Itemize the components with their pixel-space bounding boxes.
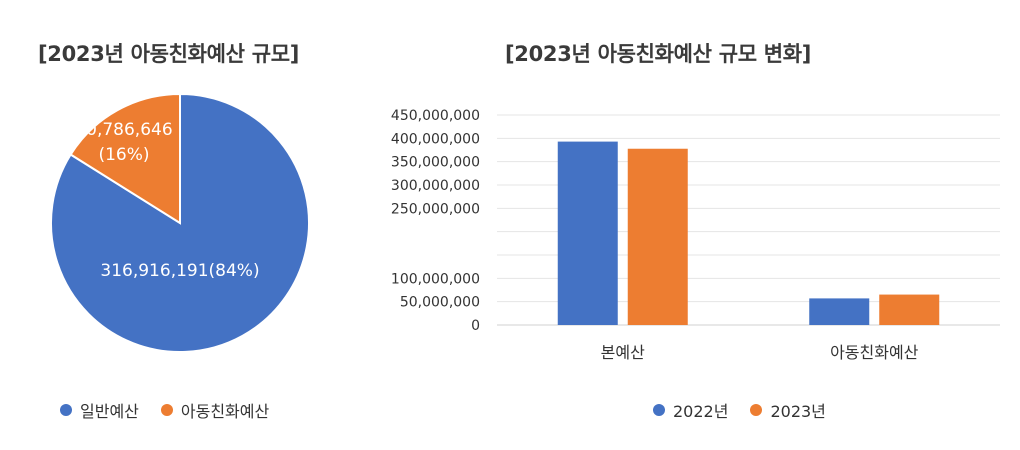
y-tick-label: 400,000,000 <box>391 131 480 147</box>
bar-2023-main-budget <box>627 148 688 325</box>
legend-swatch-orange <box>160 404 173 416</box>
pie-legend-item-child-friendly: 아동친화예산 <box>160 398 270 422</box>
pie-legend: 일반예산 아동친화예산 <box>60 398 269 422</box>
bar-chart-title: [2023년 아동친화예산 규모 변화] <box>505 42 812 66</box>
pie-data-label-child-friendly-percent: (16%) <box>98 145 149 165</box>
x-category-label: 본예산 <box>601 343 645 362</box>
bar-legend-label-2022: 2022년 <box>673 402 729 421</box>
y-tick-label: 50,000,000 <box>400 295 480 311</box>
bar-legend-item-2022: 2022년 <box>653 398 728 422</box>
bar-2022-main-budget <box>557 141 618 325</box>
y-tick-label: 450,000,000 <box>391 108 480 124</box>
bar-legend-label-2023: 2023년 <box>770 402 826 421</box>
pie-legend-item-general: 일반예산 <box>60 398 139 422</box>
bar-2023-child-friendly <box>879 294 940 325</box>
y-tick-label: 100,000,000 <box>391 271 480 287</box>
y-tick-label: 300,000,000 <box>391 178 480 194</box>
y-tick-label: 350,000,000 <box>391 155 480 171</box>
legend-swatch-blue <box>60 404 72 416</box>
bar-2022-child-friendly <box>809 298 870 325</box>
pie-legend-label-general: 일반예산 <box>80 402 139 421</box>
y-tick-label: 0 <box>471 318 480 334</box>
legend-swatch-blue <box>653 404 665 416</box>
pie-chart-title: [2023년 아동친화예산 규모] <box>38 42 300 66</box>
pie-legend-label-child-friendly: 아동친화예산 <box>180 402 270 421</box>
pie-slice-child-friendly <box>69 92 181 225</box>
x-category-label: 아동친화예산 <box>830 343 919 362</box>
pie-data-label-child-friendly-value: 60,786,646 <box>75 120 172 140</box>
bar-legend: 2022년 2023년 <box>653 398 826 422</box>
bar-legend-item-2023: 2023년 <box>750 398 826 422</box>
pie-data-label-general: 316,916,191(84%) <box>100 261 259 281</box>
y-tick-label: 250,000,000 <box>391 201 480 217</box>
legend-swatch-orange <box>750 404 763 416</box>
